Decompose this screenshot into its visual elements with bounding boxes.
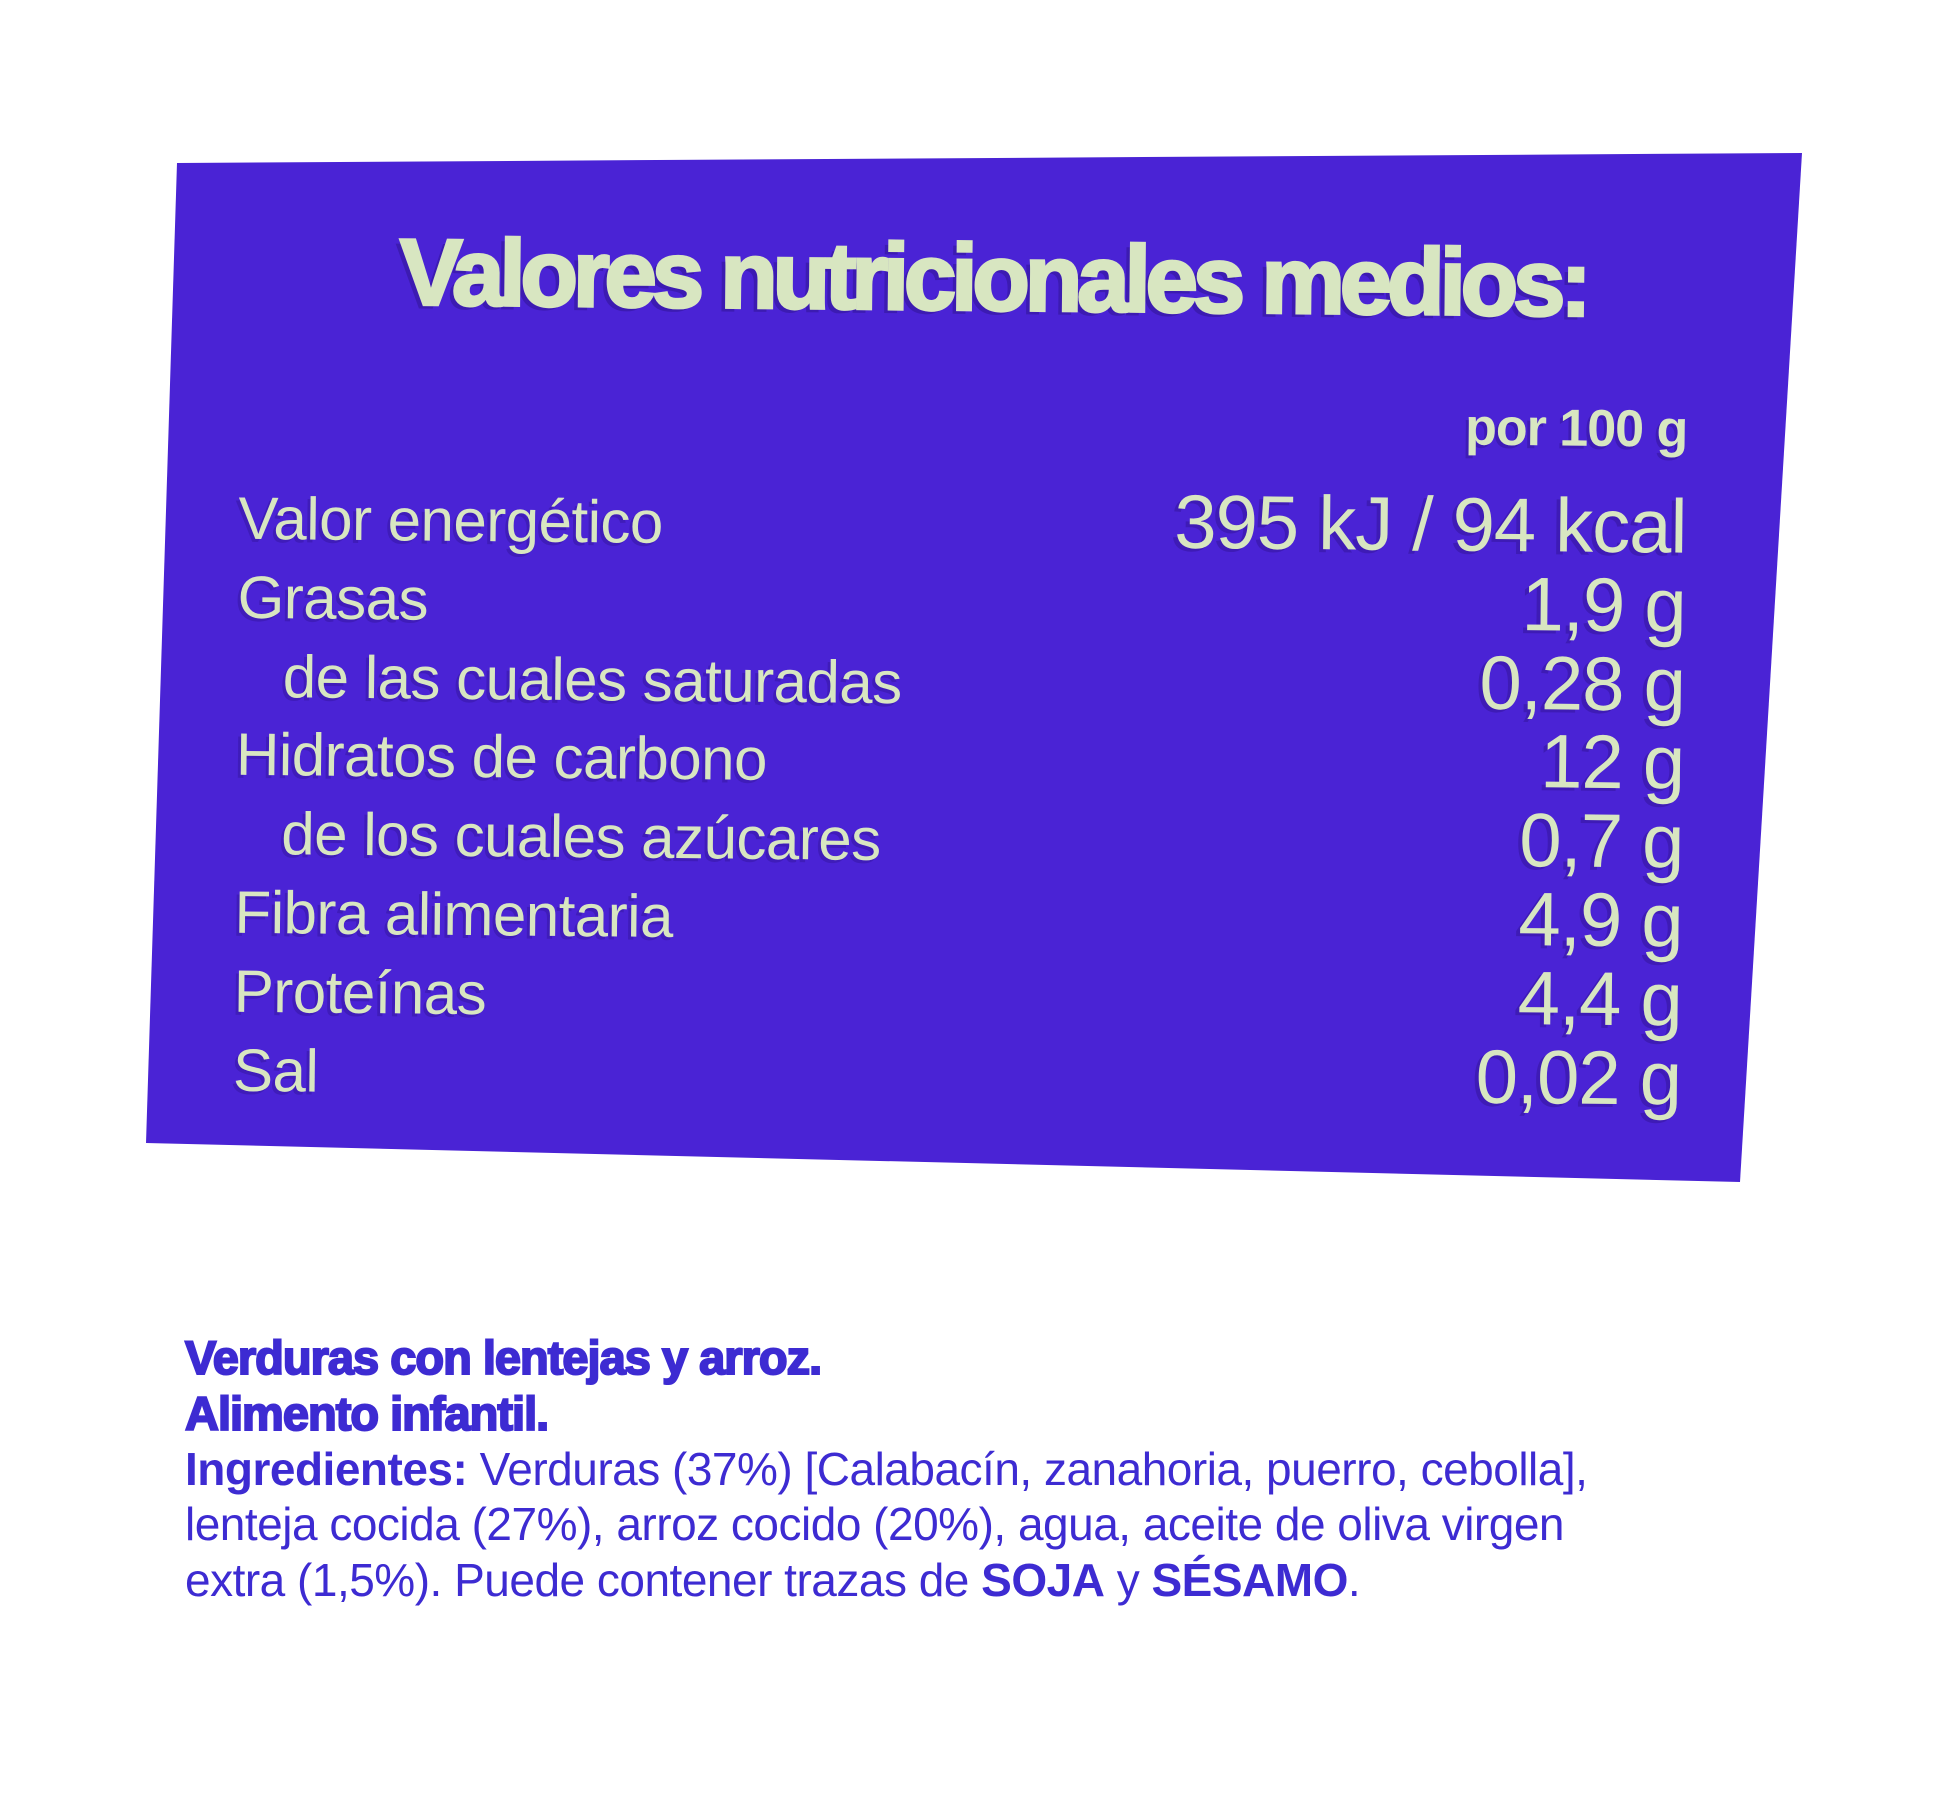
nutrition-title: Valores nutricionales medios: <box>398 218 1589 337</box>
nutrition-row: de las cuales saturadas 0,28 g <box>237 627 1686 727</box>
ingredient-segment: lenteja cocida (27%), arroz cocido (20%)… <box>185 1498 1564 1551</box>
nutrition-label: Sal <box>232 1036 319 1105</box>
nutrition-rows: Valor energético 395 kJ / 94 kcal Grasas 1,… <box>232 470 1687 1121</box>
ingredient-segment: extra (1,5%). Puede contener trazas de <box>185 1554 982 1607</box>
nutrition-value: 0,28 g <box>1479 640 1686 728</box>
nutrition-label: Hidratos de carbono <box>235 721 768 794</box>
ingredient-segment: . <box>1347 1554 1361 1607</box>
ingredient-line: extra (1,5%). Puede contener trazas de S… <box>185 1553 1587 1609</box>
footer-text-block: Verduras con lentejas y arroz. Alimento … <box>184 1330 1588 1609</box>
nutrition-value: 395 kJ / 94 kcal <box>1173 479 1687 570</box>
product-type: Alimento infantil. <box>184 1386 550 1441</box>
nutrition-value: 1,9 g <box>1521 561 1687 649</box>
nutrition-row: Proteínas 4,4 g <box>233 943 1683 1043</box>
nutrition-value: 12 g <box>1539 719 1685 807</box>
nutrition-row: Sal 0,02 g <box>232 1021 1682 1121</box>
ingredient-segment: SÉSAMO <box>1151 1554 1349 1607</box>
nutrition-row: Fibra alimentaria 4,9 g <box>234 864 1683 964</box>
nutrition-row: de los cuales azúcares 0,7 g <box>235 785 1684 885</box>
nutrition-label: Fibra alimentaria <box>234 878 674 950</box>
nutrition-label: Grasas <box>237 563 429 633</box>
nutrition-value: 0,7 g <box>1518 798 1684 885</box>
ingredient-line: lenteja cocida (27%), arroz cocido (20%)… <box>185 1497 1587 1553</box>
nutrition-row: Hidratos de carbono 12 g <box>235 706 1685 806</box>
nutrition-label: Valor energético <box>238 484 664 556</box>
ingredient-segment: Verduras (37%) [Calabacín, zanahoria, pu… <box>467 1442 1588 1495</box>
nutrition-label: de las cuales saturadas <box>282 642 903 716</box>
nutrition-value: 4,4 g <box>1517 955 1683 1043</box>
product-name: Verduras con lentejas y arroz. <box>184 1330 823 1385</box>
ingredient-segment: SOJA <box>981 1554 1105 1607</box>
nutrition-row: Valor energético 395 kJ / 94 kcal <box>238 470 1687 570</box>
ingredient-segment: y <box>1104 1554 1152 1607</box>
nutrition-value: 4,9 g <box>1518 877 1684 964</box>
ingredient-line: Ingredientes: Verduras (37%) [Calabacín,… <box>185 1442 1588 1498</box>
per-100g-header: por 100 g <box>1464 398 1688 459</box>
ingredient-segment: Ingredientes: <box>185 1442 468 1495</box>
nutrition-label: Proteínas <box>233 957 487 1027</box>
ingredients: Ingredientes: Verduras (37%) [Calabacín,… <box>185 1442 1588 1609</box>
nutrition-label: de los cuales azúcares <box>281 800 882 874</box>
nutrition-value: 0,02 g <box>1475 1034 1682 1122</box>
